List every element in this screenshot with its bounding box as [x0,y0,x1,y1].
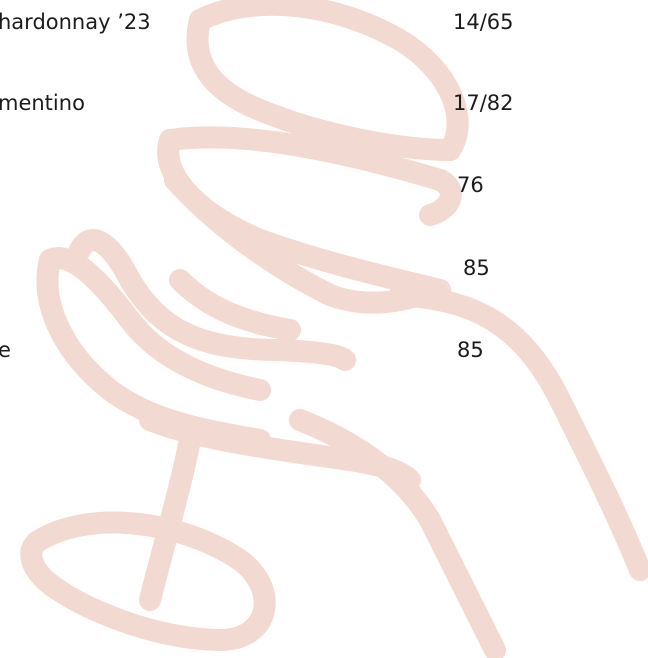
wine-glass-illustration [0,0,648,658]
menu-page: {"menu": {"items": [ {"name": "hardonnay… [0,0,648,658]
item-price: 85 [463,258,490,279]
item-name: mentino [0,93,85,114]
item-price: 85 [457,340,484,361]
finger-stroke [180,280,290,330]
item-name: e [0,340,11,361]
item-price: 14/65 [453,12,514,33]
item-name: hardonnay ’23 [0,12,151,33]
item-price: 76 [457,175,484,196]
item-price: 17/82 [453,93,514,114]
